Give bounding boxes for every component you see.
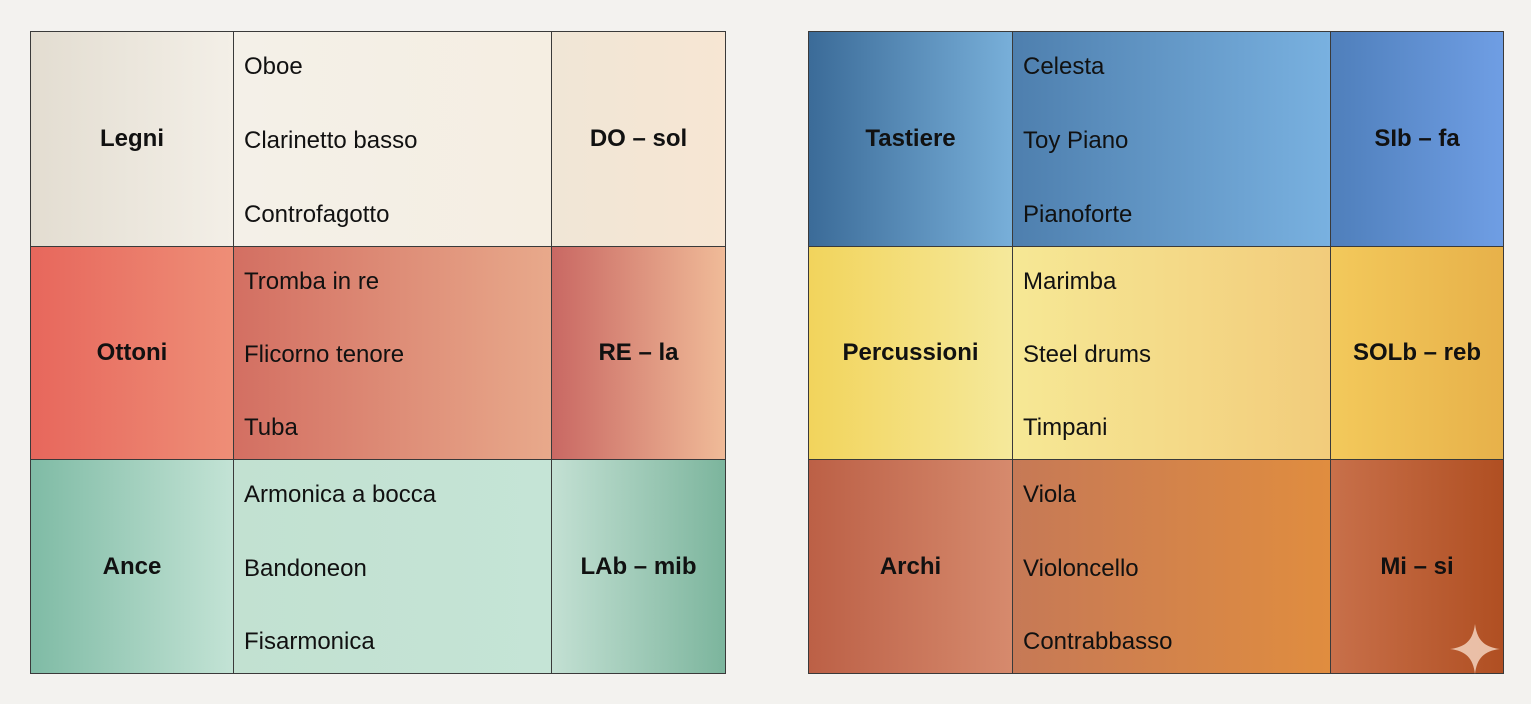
instrument-name: Clarinetto basso	[244, 126, 418, 154]
instrument-name: Timpani	[1023, 414, 1108, 442]
instrument-list: Armonica a bocca Bandoneon Fisarmonica	[233, 460, 551, 673]
instrument-name: Violoncello	[1023, 554, 1139, 582]
table-row-percussioni: Percussioni Marimba Steel drums Timpani …	[809, 245, 1503, 460]
table-row-tastiere: Tastiere Celesta Toy Piano Pianoforte SI…	[809, 32, 1503, 246]
sparkle-icon	[1450, 624, 1500, 674]
table-row-archi: Archi Viola Violoncello Contrabbasso Mi …	[809, 459, 1503, 673]
family-label: Percussioni	[809, 246, 1012, 460]
instrument-name: Fisarmonica	[244, 627, 375, 655]
table-row-ance: Ance Armonica a bocca Bandoneon Fisarmon…	[31, 459, 725, 673]
instrument-name: Armonica a bocca	[244, 481, 437, 509]
family-label: Legni	[31, 32, 233, 246]
range-label: DO – sol	[551, 32, 725, 246]
family-label: Ottoni	[31, 246, 233, 460]
table-row-legni: Legni Oboe Clarinetto basso Controfagott…	[31, 32, 725, 246]
table-row-ottoni: Ottoni Tromba in re Flicorno tenore Tuba…	[31, 245, 725, 460]
instrument-name: Contrabbasso	[1023, 627, 1173, 655]
instrument-name: Marimba	[1023, 267, 1117, 295]
range-label: LAb – mib	[551, 460, 725, 673]
instrument-table-right: Tastiere Celesta Toy Piano Pianoforte SI…	[808, 31, 1504, 674]
range-label: SOLb – reb	[1330, 246, 1503, 460]
instrument-name: Oboe	[244, 53, 303, 80]
family-label: Archi	[809, 460, 1012, 673]
instrument-name: Steel drums	[1023, 340, 1152, 368]
instrument-name: Toy Piano	[1023, 126, 1129, 154]
instrument-list: Oboe Clarinetto basso Controfagotto	[233, 32, 551, 246]
instrument-list: Viola Violoncello Contrabbasso	[1012, 460, 1330, 673]
range-label: RE – la	[551, 246, 725, 460]
range-label: Mi – si	[1330, 460, 1503, 673]
instrument-list: Marimba Steel drums Timpani	[1012, 246, 1330, 460]
family-label: Tastiere	[809, 32, 1012, 246]
instrument-name: Tuba	[244, 414, 298, 442]
instrument-name: Controfagotto	[244, 200, 390, 228]
instrument-list: Tromba in re Flicorno tenore Tuba	[233, 246, 551, 460]
instrument-name: Bandoneon	[244, 554, 367, 582]
instrument-name: Celesta	[1023, 53, 1105, 80]
range-label: SIb – fa	[1330, 32, 1503, 246]
instrument-list: Celesta Toy Piano Pianoforte	[1012, 32, 1330, 246]
family-label: Ance	[31, 460, 233, 673]
instrument-name: Viola	[1023, 481, 1076, 509]
instrument-name: Pianoforte	[1023, 200, 1133, 228]
instrument-table-left: Legni Oboe Clarinetto basso Controfagott…	[30, 31, 726, 674]
instrument-name: Flicorno tenore	[244, 340, 405, 368]
instrument-name: Tromba in re	[244, 267, 380, 295]
